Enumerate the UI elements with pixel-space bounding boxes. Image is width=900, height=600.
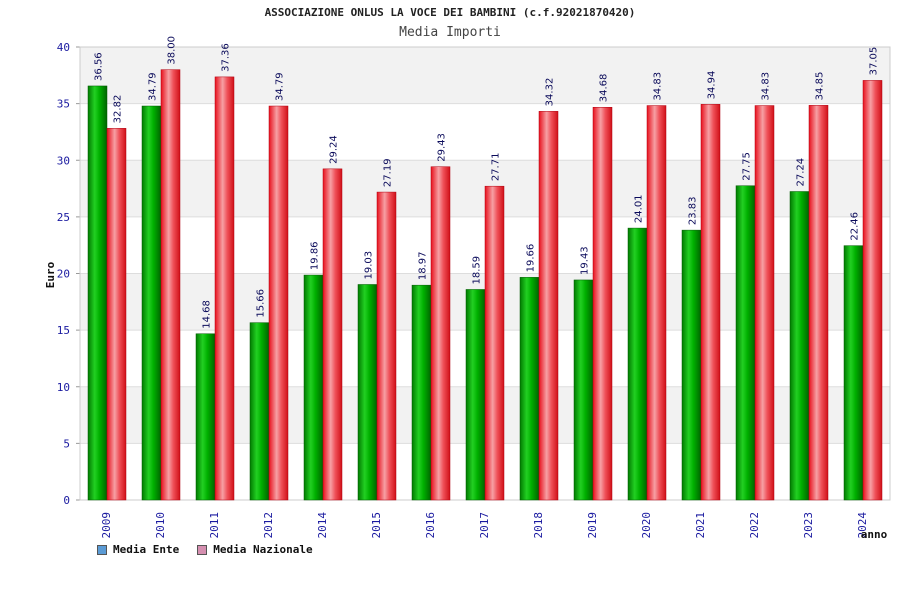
data-label: 29.24 (329, 135, 340, 164)
bar-nazionale-2016 (430, 166, 451, 501)
data-label: 19.86 (310, 241, 321, 270)
x-tick-label: 2010 (154, 512, 167, 539)
bar-nazionale-2014 (322, 168, 343, 501)
data-label: 32.82 (113, 95, 124, 124)
y-tick-label: 20 (57, 268, 70, 281)
data-label: 18.97 (418, 252, 429, 281)
bar-nazionale-2009 (106, 128, 127, 501)
x-tick-label: 2011 (208, 512, 221, 539)
data-label: 36.56 (94, 52, 105, 81)
data-label: 19.43 (580, 246, 591, 275)
legend: Media Ente Media Nazionale (97, 543, 313, 556)
axes: 0 5 10 15 20 25 30 35 40 2009 2010 2011 2012 2014 2015… (57, 41, 891, 539)
y-tick-label: 35 (57, 98, 70, 111)
data-label: 34.83 (761, 72, 772, 101)
bar-ente-2019 (573, 279, 594, 501)
legend-item-nazionale: Media Nazionale (197, 543, 313, 556)
x-tick-label: 2020 (640, 512, 653, 539)
bar-nazionale-2021 (700, 104, 721, 501)
bar-nazionale-2018 (538, 111, 559, 501)
data-label: 19.03 (364, 251, 375, 280)
data-label: 27.19 (383, 158, 394, 187)
x-tick-label: 2019 (586, 512, 599, 539)
legend-item-ente: Media Ente (97, 543, 179, 556)
bar-ente-2018 (519, 277, 540, 501)
y-tick-label: 0 (63, 494, 70, 507)
bar-nazionale-2017 (484, 185, 505, 501)
y-tick-label: 40 (57, 41, 70, 54)
bar-ente-2017 (465, 289, 486, 501)
x-tick-label: 2016 (424, 512, 437, 539)
data-label: 19.66 (526, 244, 537, 273)
x-tick-label: 2015 (370, 512, 383, 539)
x-tick-label: 2023 (802, 512, 815, 539)
bar-nazionale-2024 (862, 80, 883, 501)
x-tick-label: 2017 (478, 512, 491, 539)
bar-ente-2012 (249, 322, 270, 501)
bar-nazionale-2011 (214, 76, 235, 501)
data-label: 34.85 (815, 72, 826, 101)
bar-ente-2014 (303, 274, 324, 501)
data-label: 34.94 (707, 71, 718, 100)
bar-nazionale-2010 (160, 69, 181, 501)
chart-title: ASSOCIAZIONE ONLUS LA VOCE DEI BAMBINI (… (264, 6, 636, 19)
bar-nazionale-2012 (268, 105, 289, 501)
bar-nazionale-2020 (646, 105, 667, 501)
x-axis-label: anno (861, 528, 888, 541)
x-tick-label: 2012 (262, 512, 275, 539)
bar-ente-2011 (195, 333, 216, 501)
data-label: 15.66 (256, 289, 267, 318)
chart-subtitle: Media Importi (399, 25, 501, 40)
bar-ente-2010 (141, 105, 162, 501)
bars (87, 69, 883, 501)
bar-ente-2023 (789, 191, 810, 501)
data-label: 34.79 (275, 72, 286, 101)
bar-nazionale-2019 (592, 106, 613, 501)
data-label: 37.36 (221, 43, 232, 72)
y-tick-label: 25 (57, 211, 70, 224)
data-label: 34.32 (545, 78, 556, 107)
x-tick-label: 2022 (748, 512, 761, 539)
bar-nazionale-2023 (808, 105, 829, 501)
bar-ente-2020 (627, 227, 648, 501)
data-label: 29.43 (437, 133, 448, 162)
data-label: 34.79 (148, 72, 159, 101)
data-label: 34.68 (599, 74, 610, 103)
legend-swatch-ente (97, 544, 107, 555)
data-label: 18.59 (472, 256, 483, 285)
bar-ente-2024 (843, 245, 864, 501)
legend-label-ente: Media Ente (113, 543, 180, 556)
x-tick-label: 2009 (100, 512, 113, 539)
y-tick-label: 5 (63, 437, 70, 450)
legend-swatch-nazionale (197, 544, 208, 555)
x-tick-label: 2024 (856, 512, 869, 539)
y-tick-label: 30 (57, 154, 70, 167)
x-tick-label: 2021 (694, 512, 707, 539)
y-tick-label: 10 (57, 381, 70, 394)
data-label: 34.83 (653, 72, 664, 101)
x-tick-label: 2018 (532, 512, 545, 539)
data-label: 38.00 (167, 36, 178, 65)
data-label: 22.46 (850, 212, 861, 241)
data-label: 27.71 (491, 153, 502, 182)
bar-ente-2009 (87, 85, 108, 501)
bar-nazionale-2022 (754, 105, 775, 501)
data-label: 24.01 (634, 194, 645, 223)
data-label: 27.75 (742, 152, 753, 181)
y-axis-label: Euro (44, 261, 57, 288)
bar-ente-2021 (681, 229, 702, 501)
legend-label-nazionale: Media Nazionale (213, 543, 313, 556)
data-label: 14.68 (202, 300, 213, 329)
bar-nazionale-2015 (376, 191, 397, 501)
y-tick-label: 15 (57, 324, 70, 337)
data-label: 23.83 (688, 196, 699, 225)
bar-ente-2016 (411, 284, 432, 501)
bar-ente-2022 (735, 185, 756, 501)
bar-ente-2015 (357, 284, 378, 501)
data-labels: 36.56 32.82 34.79 38.00 14.68 37.36 15.66 34.79… (94, 36, 880, 329)
data-label: 37.05 (869, 47, 880, 76)
x-tick-label: 2014 (316, 512, 329, 539)
data-label: 27.24 (796, 158, 807, 187)
